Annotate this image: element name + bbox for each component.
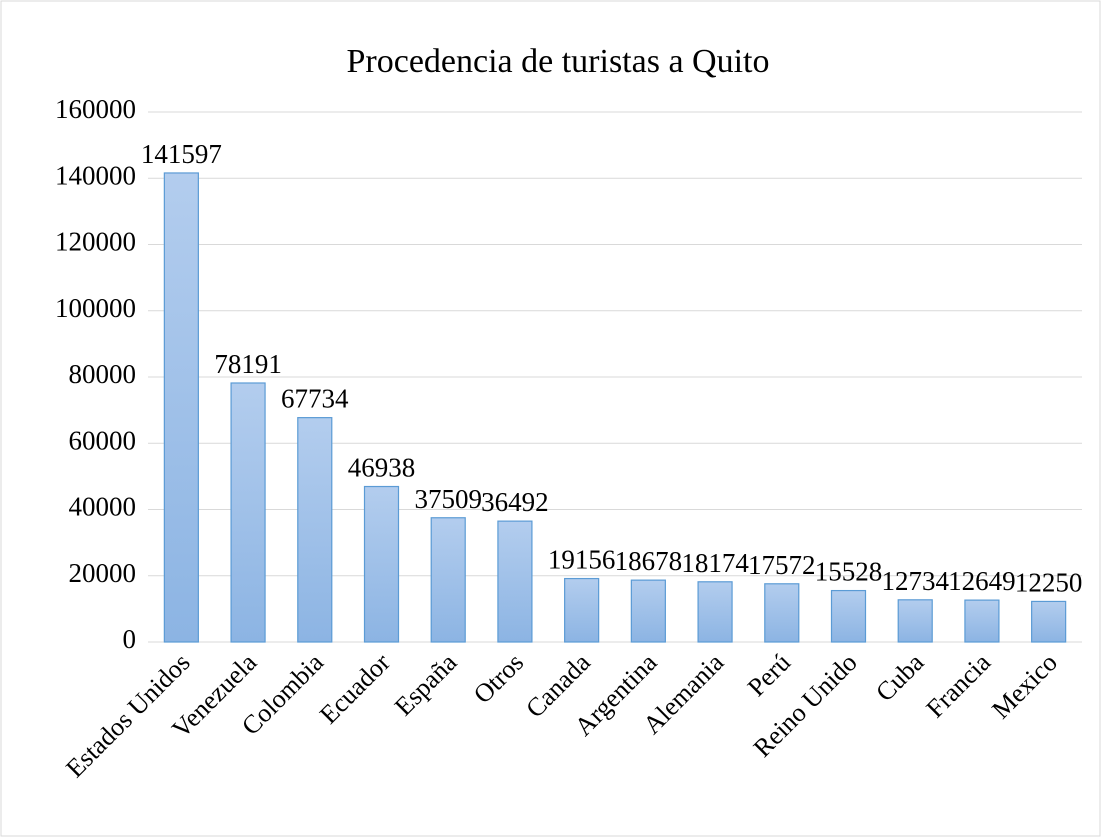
data-label: 67734 — [281, 384, 349, 414]
bar — [363, 485, 400, 643]
data-label: 18174 — [681, 548, 749, 578]
chart-title: Procedencia de turistas a Quito — [347, 43, 770, 80]
y-tick-label: 120000 — [55, 227, 136, 257]
y-tick-label: 60000 — [69, 425, 137, 455]
data-label: 12250 — [1015, 567, 1083, 597]
bar — [897, 599, 933, 643]
bar — [497, 520, 533, 643]
y-tick-label: 40000 — [69, 492, 137, 522]
bar — [964, 599, 1000, 643]
data-label: 141597 — [141, 139, 222, 169]
bar — [830, 589, 867, 643]
y-tick-label: 0 — [123, 624, 137, 654]
data-label: 17572 — [748, 550, 816, 580]
data-label: 18678 — [615, 546, 683, 576]
bar — [230, 382, 266, 643]
bar — [297, 417, 333, 643]
data-label: 19156 — [548, 545, 616, 575]
bar — [163, 172, 199, 643]
bar — [1031, 600, 1067, 643]
data-label: 46938 — [348, 453, 416, 483]
bar — [630, 579, 666, 643]
y-tick-label: 100000 — [55, 293, 136, 323]
bar — [564, 577, 600, 643]
data-label: 15528 — [815, 557, 883, 587]
data-label: 12649 — [948, 566, 1016, 596]
bar — [697, 581, 733, 643]
data-label: 12734 — [881, 566, 949, 596]
y-tick-label: 80000 — [69, 359, 137, 389]
bar — [764, 583, 800, 643]
data-label: 78191 — [214, 349, 282, 379]
y-tick-label: 160000 — [55, 94, 136, 124]
y-tick-label: 140000 — [55, 160, 136, 190]
data-label: 36492 — [481, 487, 549, 517]
data-label: 37509 — [414, 484, 482, 514]
bar — [430, 517, 466, 643]
y-tick-label: 20000 — [69, 558, 137, 588]
